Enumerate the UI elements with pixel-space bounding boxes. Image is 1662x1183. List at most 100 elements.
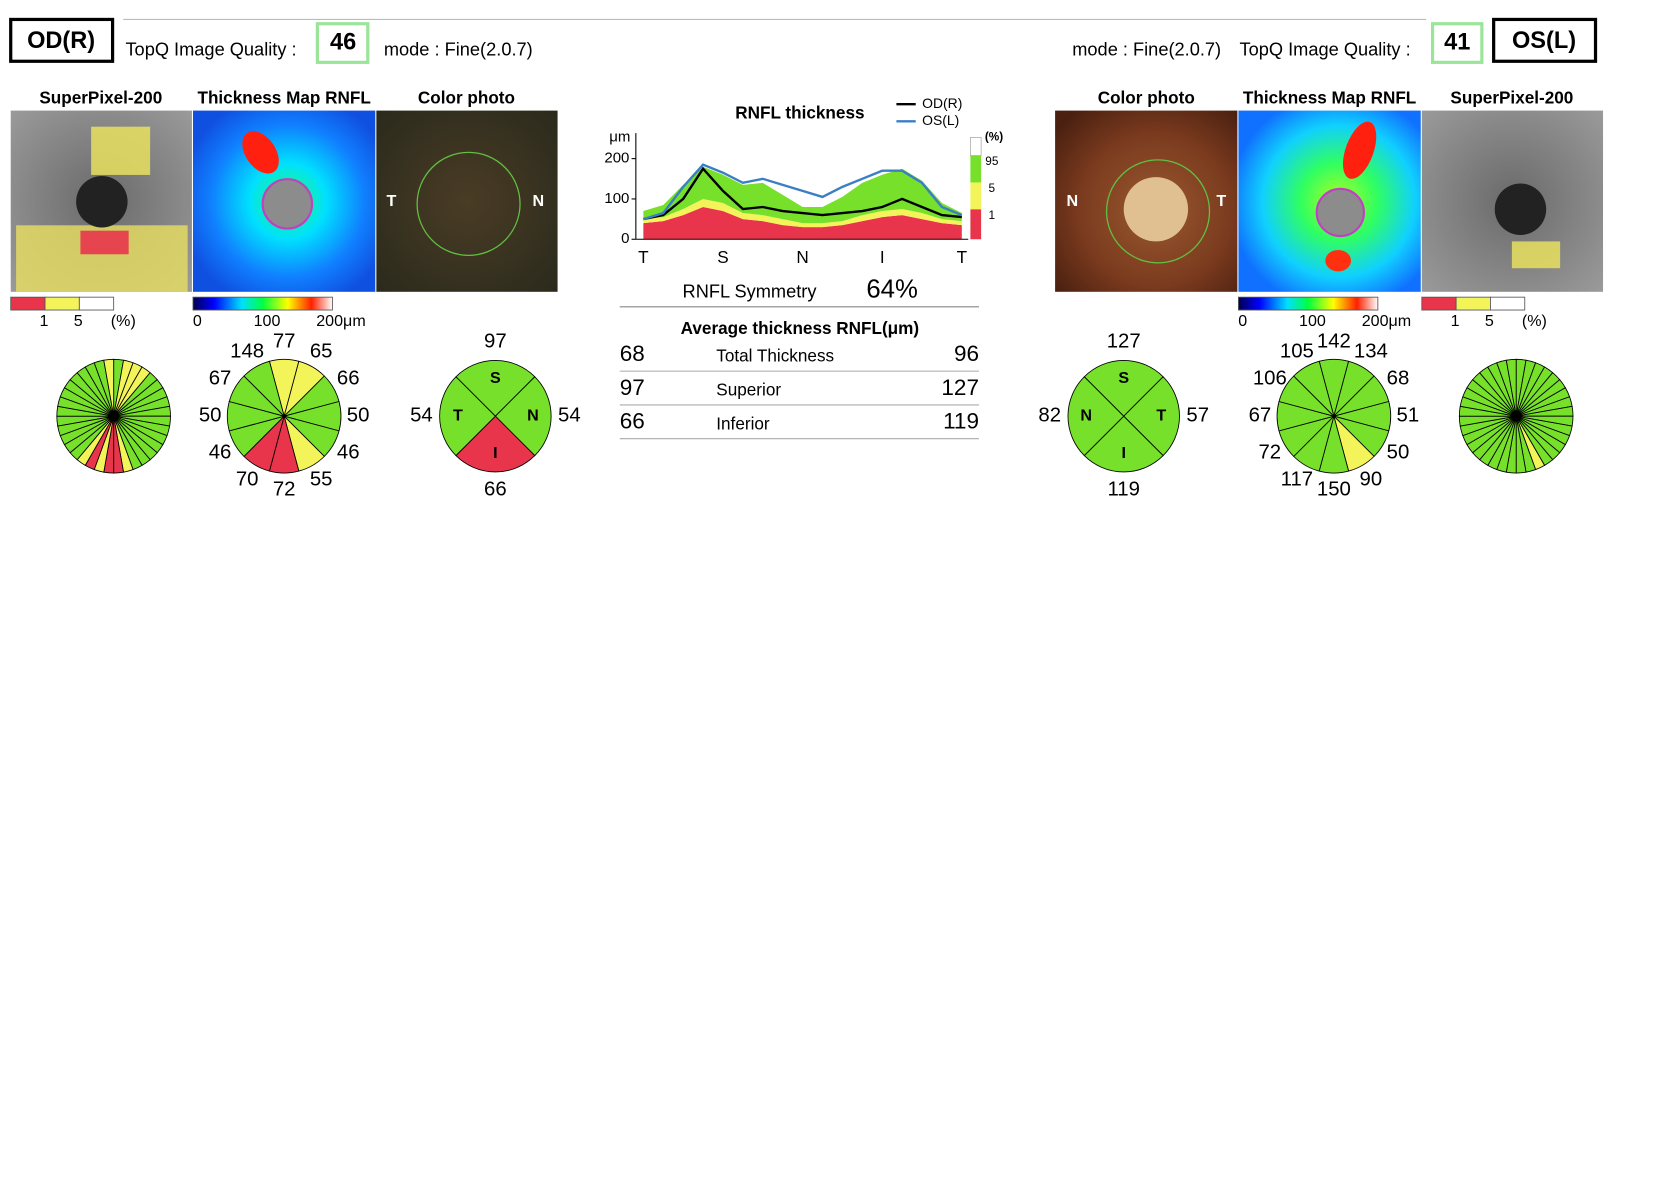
od-value: 68 (620, 341, 645, 366)
percentile-band (643, 207, 962, 240)
clock-value: 150 (1317, 479, 1351, 501)
clock-value: 55 (310, 469, 333, 491)
clock-value: 46 (337, 442, 360, 464)
x-tick-label: N (796, 247, 808, 267)
photo-label: N (532, 192, 544, 210)
scale-unit: (%) (1522, 312, 1547, 330)
scale-cell (1490, 296, 1526, 311)
quadrant-value: 54 (410, 405, 433, 427)
percentile-cell (970, 182, 982, 210)
mode: mode : Fine(2.0.7) (384, 39, 533, 59)
color-scale (192, 296, 333, 311)
legend-label: OD(R) (922, 95, 962, 111)
y-tick-label: 100 (604, 190, 629, 207)
clock-value: 50 (347, 405, 370, 427)
percentile-label: 5 (989, 182, 996, 195)
quadrant-value: 127 (1107, 331, 1141, 353)
clock-value: 106 (1253, 368, 1287, 390)
od-value: 66 (620, 409, 645, 434)
eye-label: OS(L) (1512, 27, 1576, 53)
table-title: Average thickness RNFL(μm) (681, 318, 919, 338)
clock-sector (1293, 360, 1335, 418)
quadrant-letter: T (1156, 406, 1166, 424)
superpixel-sector (1505, 358, 1517, 417)
scale-label: 5 (1485, 312, 1494, 330)
clock-value: 72 (1258, 442, 1281, 464)
quadrant-letter: N (527, 406, 539, 424)
y-tick-label: 200 (604, 150, 629, 167)
symmetry-label: RNFL Symmetry (683, 282, 818, 302)
images (10, 110, 1604, 292)
quadrant-sector (494, 376, 552, 457)
panel-title: Thickness Map RNFL (1243, 87, 1416, 107)
quadrant-letter: N (1080, 406, 1092, 424)
scale-label: 100 (1299, 312, 1326, 330)
quadrant-sector (439, 376, 496, 457)
x-tick-label: T (957, 247, 968, 267)
superpixel-sector (103, 358, 115, 417)
scale-label: 100 (254, 312, 281, 330)
photo-label: T (1216, 192, 1226, 210)
clock-value: 51 (1397, 405, 1420, 427)
scale-cell (44, 296, 80, 311)
quadrant-sector (1123, 376, 1180, 457)
scale-label: 5 (74, 312, 83, 330)
percentile-band (643, 166, 962, 224)
quality-box (315, 22, 370, 64)
superpixel-patch (1511, 241, 1561, 269)
scale-label: 200μm (1362, 312, 1411, 330)
quadrant-value: 119 (1107, 479, 1139, 501)
quadrant-letter: I (493, 444, 497, 462)
os-value: 119 (943, 409, 979, 434)
panel-title: SuperPixel-200 (39, 87, 162, 107)
clock-value: 50 (199, 405, 222, 427)
scale-unit: (%) (111, 312, 136, 330)
row-label: Total Thickness (716, 346, 834, 366)
quadrant-sector (1083, 415, 1164, 473)
percentile-label: 95 (985, 155, 999, 168)
optic-disc (1123, 177, 1189, 242)
clock-value: 50 (1387, 442, 1410, 464)
scale-cell (10, 296, 46, 311)
scale-label: 0 (193, 312, 202, 330)
scale-cell (78, 296, 115, 311)
quadrant-letter: S (1118, 369, 1129, 387)
clock-value: 148 (230, 340, 264, 362)
scale-label: 0 (1238, 312, 1247, 330)
superpixel-patch (91, 126, 151, 175)
clock-value: 105 (1280, 340, 1314, 362)
quadrant-sector (455, 360, 536, 417)
optic-disc (1315, 187, 1365, 238)
x-tick-label: T (638, 247, 649, 267)
row-label: Inferior (716, 413, 770, 433)
color-photo (376, 110, 558, 292)
percentile-label: 1 (989, 209, 996, 222)
clock-value: 67 (209, 368, 232, 390)
legend-label: OS(L) (922, 112, 959, 128)
clock-sector (243, 360, 285, 418)
clock-value: 46 (209, 442, 232, 464)
scan-circle (1105, 159, 1211, 264)
percentile-band (643, 198, 962, 228)
clock-value: 68 (1387, 368, 1410, 390)
superpixel-patch (80, 230, 129, 255)
mode: mode : Fine(2.0.7) (1072, 39, 1221, 59)
quadrant-sector (455, 415, 536, 473)
optic-disc (76, 176, 128, 228)
clock-value: 142 (1317, 331, 1351, 353)
quadrant-value: 66 (484, 479, 507, 501)
series-line (643, 166, 962, 221)
thickness-hotspot (1325, 249, 1352, 272)
series-line (643, 163, 963, 221)
quadrant-sector (1083, 360, 1164, 417)
eye-box (1492, 17, 1598, 63)
clock-value: 77 (273, 331, 296, 353)
quality-value: 41 (1444, 28, 1470, 54)
clock-value: 117 (1281, 469, 1313, 491)
clock-value: 90 (1360, 469, 1383, 491)
quality-label: TopQ Image Quality : (125, 39, 296, 59)
quality-value: 46 (330, 28, 356, 54)
optic-disc (261, 178, 314, 230)
